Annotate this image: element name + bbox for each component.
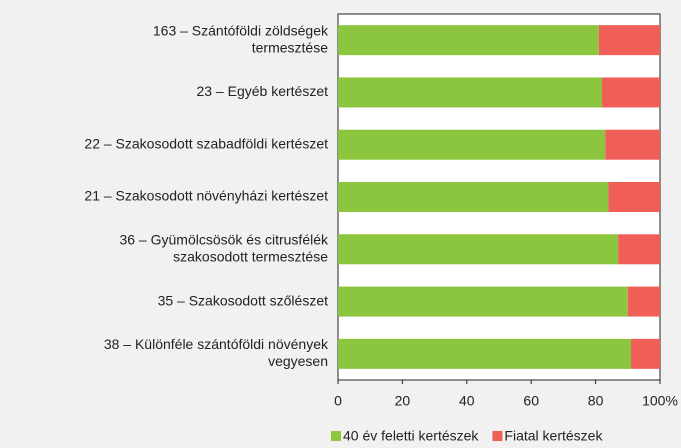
x-tick-label: 60 — [523, 393, 539, 409]
x-tick-label: 0 — [334, 393, 342, 409]
bar-segment — [338, 338, 632, 369]
bar-segment — [605, 129, 660, 160]
x-tick-label: 40 — [459, 393, 475, 409]
y-tick-label: 163 – Szántóföldi zöldségek — [153, 22, 329, 38]
x-tick-label: 80 — [588, 393, 604, 409]
y-tick-label: 21 – Szakosodott növényházi kertészet — [84, 188, 328, 204]
bar-segment — [618, 234, 660, 265]
y-tick-label: 22 – Szakosodott szabadföldi kertészet — [84, 135, 328, 151]
y-tick-label: szakosodott termesztése — [173, 248, 328, 264]
legend-swatch — [331, 431, 341, 441]
y-tick-label: 38 – Különféle szántóföldi növények — [104, 336, 329, 352]
x-tick-label: 100% — [642, 393, 678, 409]
bar-segment — [338, 286, 628, 317]
y-tick-label: termesztése — [252, 39, 328, 55]
bar-segment — [608, 182, 660, 212]
bar-segment — [338, 129, 606, 160]
bar-segment — [338, 182, 609, 212]
y-tick-label: 35 – Szakosodott szőlészet — [158, 292, 329, 308]
legend-swatch — [492, 431, 503, 441]
legend-label: 40 év feletti kertészek — [343, 428, 479, 444]
y-tick-label: 23 – Egyéb kertészet — [196, 83, 328, 99]
bar-segment — [338, 77, 603, 108]
bar-segment — [602, 77, 660, 108]
bar-segment — [598, 25, 660, 56]
bar-segment — [627, 286, 660, 317]
x-tick-label: 20 — [395, 393, 411, 409]
y-tick-label: 36 – Gyümölcsösök és citrusfélék — [119, 231, 329, 247]
bar-segment — [338, 234, 619, 265]
legend-label: Fiatal kertészek — [504, 428, 603, 444]
bar-segment — [338, 25, 599, 56]
bar-segment — [631, 338, 660, 369]
y-tick-label: vegyesen — [268, 353, 328, 369]
